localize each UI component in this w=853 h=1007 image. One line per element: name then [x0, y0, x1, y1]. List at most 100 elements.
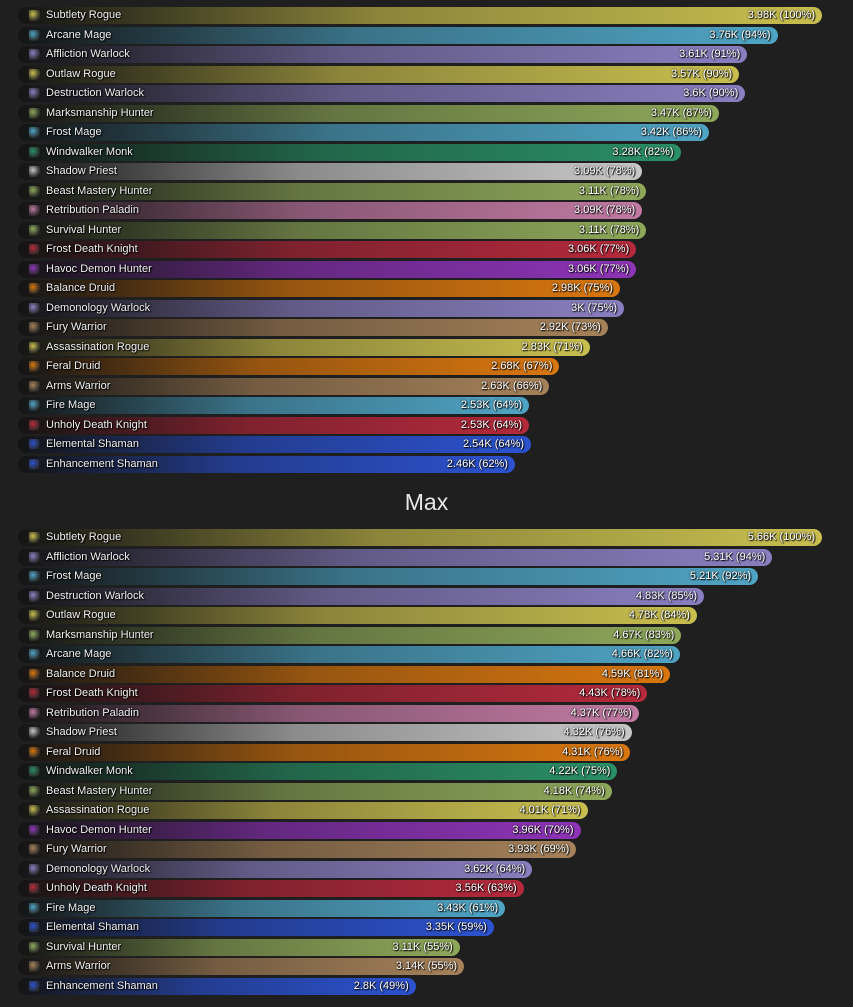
bar-value-label: 3.62K (64%)	[464, 862, 526, 875]
bar-row: Retribution Paladin 3.09K (78%)	[0, 201, 853, 221]
bar-row: Windwalker Monk 4.22K (75%)	[0, 762, 853, 782]
bar-value-label: 4.78K (84%)	[628, 609, 690, 621]
spec-icon	[28, 204, 40, 216]
bar: Unholy Death Knight 2.53K (64%)	[18, 416, 530, 434]
bar-label: Enhancement Shaman	[46, 979, 158, 992]
spec-icon	[28, 570, 40, 582]
bar-label: Retribution Paladin	[46, 706, 139, 719]
bar-value-label: 3.93K (69%)	[508, 843, 570, 855]
bar-value-label: 4.32K (76%)	[563, 726, 625, 738]
bar-row: Shadow Priest 4.32K (76%)	[0, 723, 853, 743]
spec-icon	[28, 667, 40, 680]
spec-icon	[28, 843, 40, 855]
bar-row: Outlaw Rogue 3.57K (90%)	[0, 65, 853, 85]
bar-label: Fire Mage	[46, 901, 96, 914]
bar-row: Unholy Death Knight 2.53K (64%)	[0, 416, 853, 436]
bar: Enhancement Shaman 2.8K (49%)	[18, 977, 416, 995]
spec-icon	[28, 940, 40, 953]
bar-value-label: 4.66K (82%)	[611, 648, 673, 660]
bar-label: Beast Mastery Hunter	[46, 184, 153, 197]
bar: Subtlety Rogue 5.66K (100%)	[18, 529, 822, 546]
spec-icon	[28, 301, 40, 314]
bar-row: Fury Warrior 2.92K (73%)	[0, 318, 853, 338]
bar-row: Outlaw Rogue 4.78K (84%)	[0, 606, 853, 626]
bar-row: Survival Hunter 3.11K (78%)	[0, 221, 853, 241]
bar: Assassination Rogue 2.83K (71%)	[18, 338, 590, 356]
bar-value-label: 3.56K (63%)	[455, 882, 517, 894]
bar: Affliction Warlock 3.61K (91%)	[18, 46, 748, 63]
bar: Subtlety Rogue 3.98K (100%)	[18, 7, 822, 24]
bar-value-label: 3.11K (55%)	[392, 940, 453, 953]
spec-icon	[28, 706, 40, 719]
bar: Havoc Demon Hunter 3.06K (77%)	[18, 260, 637, 278]
bar-label: Fury Warrior	[46, 321, 107, 333]
bar-value-label: 2.54K (64%)	[462, 438, 525, 450]
bar-row: Feral Druid 4.31K (76%)	[0, 743, 853, 763]
bar-row: Frost Death Knight 4.43K (78%)	[0, 684, 853, 704]
bar-row: Beast Mastery Hunter 4.18K (74%)	[0, 782, 853, 802]
bar-value-label: 3.6K (90%)	[683, 87, 739, 99]
spec-icon	[28, 340, 40, 353]
bar: Assassination Rogue 4.01K (71%)	[18, 802, 588, 819]
bar-label: Retribution Paladin	[46, 204, 139, 216]
bar-label: Arcane Mage	[46, 648, 112, 660]
bar-label: Balance Druid	[46, 667, 116, 680]
bar-row: Frost Death Knight 3.06K (77%)	[0, 240, 853, 260]
bar-row: Havoc Demon Hunter 3.96K (70%)	[0, 821, 853, 841]
bar-label: Shadow Priest	[46, 165, 117, 177]
spec-icon	[28, 765, 40, 777]
bar-row: Balance Druid 4.59K (81%)	[0, 665, 853, 685]
bar-label: Affliction Warlock	[46, 48, 130, 60]
spec-icon	[28, 9, 40, 21]
bar-value-label: 2.68K (67%)	[491, 360, 553, 372]
bar-label: Windwalker Monk	[46, 145, 133, 158]
bar-value-label: 4.67K (83%)	[613, 628, 675, 641]
bar-row: Fire Mage 2.53K (64%)	[0, 396, 853, 416]
spec-icon	[28, 321, 40, 333]
bar-value-label: 4.43K (78%)	[579, 687, 641, 699]
bar-row: Havoc Demon Hunter 3.06K (77%)	[0, 260, 853, 280]
bar-label: Windwalker Monk	[46, 765, 133, 777]
bar-value-label: 3.47K (87%)	[650, 106, 712, 119]
bar-label: Fury Warrior	[46, 843, 107, 855]
bar-label: Outlaw Rogue	[46, 609, 116, 621]
bar-label: Subtlety Rogue	[46, 531, 122, 543]
bar: Fury Warrior 2.92K (73%)	[18, 319, 608, 336]
bar-value-label: 3.43K (61%)	[437, 901, 499, 914]
bar-label: Fire Mage	[46, 399, 96, 411]
bar: Beast Mastery Hunter 3.11K (78%)	[18, 182, 647, 200]
bar-value-label: 3.35K (59%)	[425, 921, 487, 933]
bar: Survival Hunter 3.11K (78%)	[18, 221, 647, 239]
bar: Retribution Paladin 4.37K (77%)	[18, 704, 639, 722]
bar: Arcane Mage 4.66K (82%)	[18, 646, 680, 663]
bar-row: Fire Mage 3.43K (61%)	[0, 899, 853, 919]
bar-value-label: 2.53K (64%)	[460, 399, 523, 411]
bar: Affliction Warlock 5.31K (94%)	[18, 548, 773, 566]
spec-icon	[28, 126, 40, 138]
bar: Frost Mage 5.21K (92%)	[18, 568, 759, 585]
bar: Retribution Paladin 3.09K (78%)	[18, 202, 643, 219]
bar: Arcane Mage 3.76K (94%)	[18, 26, 778, 44]
bar-row: Affliction Warlock 3.61K (91%)	[0, 45, 853, 65]
bar: Survival Hunter 3.11K (55%)	[18, 938, 460, 956]
bar: Outlaw Rogue 4.78K (84%)	[18, 607, 697, 624]
bar-value-label: 2.63K (66%)	[481, 379, 543, 392]
bar-value-label: 5.66K (100%)	[747, 531, 815, 543]
spec-icon	[28, 979, 40, 992]
bar-label: Destruction Warlock	[46, 87, 145, 99]
bar: Windwalker Monk 4.22K (75%)	[18, 763, 618, 780]
bar-row: Fury Warrior 3.93K (69%)	[0, 840, 853, 860]
bar: Elemental Shaman 3.35K (59%)	[18, 919, 494, 936]
bar: Marksmanship Hunter 3.47K (87%)	[18, 104, 719, 122]
bar-row: Balance Druid 2.98K (75%)	[0, 279, 853, 299]
spec-icon	[28, 360, 40, 372]
spec-icon	[28, 687, 40, 699]
bar-row: Survival Hunter 3.11K (55%)	[0, 938, 853, 958]
bar-label: Marksmanship Hunter	[46, 106, 154, 119]
bar-row: Frost Mage 5.21K (92%)	[0, 567, 853, 587]
bar-row: Arms Warrior 2.63K (66%)	[0, 377, 853, 397]
spec-icon	[28, 726, 40, 738]
spec-icon	[28, 67, 40, 80]
spec-icon	[28, 243, 40, 255]
bar: Fire Mage 3.43K (61%)	[18, 899, 506, 917]
